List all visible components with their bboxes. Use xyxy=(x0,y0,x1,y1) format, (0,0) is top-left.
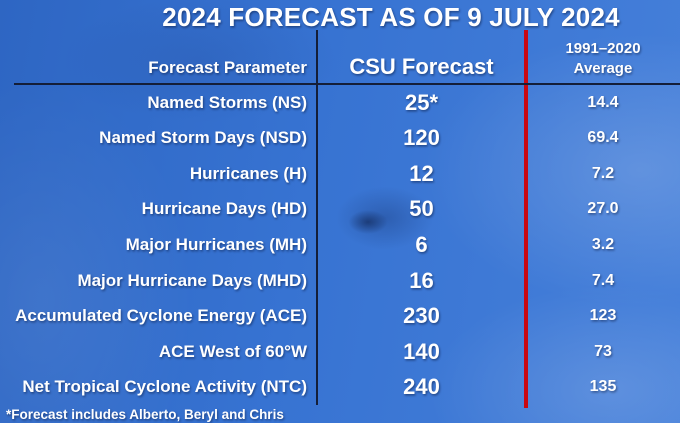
row-csu-forecast: 50 xyxy=(409,196,434,222)
row-average: 135 xyxy=(589,378,617,396)
row-parameter: Major Hurricanes (MH) xyxy=(125,235,307,255)
column-divider-red-line xyxy=(524,30,528,408)
row-average: 27.0 xyxy=(587,200,619,218)
footnote: *Forecast includes Alberto, Beryl and Ch… xyxy=(6,407,284,422)
table-row: Major Hurricanes (MH) 6 3.2 xyxy=(0,227,680,263)
table-row: Major Hurricane Days (MHD) 16 7.4 xyxy=(0,263,680,299)
header-average: 1991–2020 Average xyxy=(526,39,680,84)
table-row: Accumulated Cyclone Energy (ACE) 230 123 xyxy=(0,298,680,334)
row-csu-forecast: 16 xyxy=(409,267,434,293)
header-average-line2: Average xyxy=(573,59,633,77)
row-average: 123 xyxy=(589,307,617,325)
row-parameter: Net Tropical Cyclone Activity (NTC) xyxy=(22,377,307,397)
row-csu-forecast: 140 xyxy=(403,338,440,364)
row-parameter: Named Storm Days (NSD) xyxy=(99,128,307,148)
table-row: Named Storm Days (NSD) 120 69.4 xyxy=(0,121,680,157)
row-average: 73 xyxy=(594,342,612,360)
table-row: ACE West of 60°W 140 73 xyxy=(0,334,680,370)
row-csu-forecast: 12 xyxy=(409,160,434,186)
row-average: 7.2 xyxy=(591,164,615,182)
header-average-line1: 1991–2020 xyxy=(565,39,641,57)
header-csu-forecast: CSU Forecast xyxy=(349,54,494,79)
table-row: Named Storms (NS) 25* 14.4 xyxy=(0,85,680,121)
table-body: Named Storms (NS) 25* 14.4 Named Storm D… xyxy=(0,85,680,405)
page-title: 2024 FORECAST AS OF 9 JULY 2024 xyxy=(162,2,620,32)
table-row: Hurricanes (H) 12 7.2 xyxy=(0,156,680,192)
row-parameter: Hurricanes (H) xyxy=(189,163,307,183)
row-average: 7.4 xyxy=(591,271,615,289)
row-csu-forecast: 240 xyxy=(403,374,440,400)
row-parameter: Accumulated Cyclone Energy (ACE) xyxy=(15,306,307,326)
row-csu-forecast: 25* xyxy=(404,89,439,115)
row-average: 69.4 xyxy=(587,129,619,147)
table-header: Forecast Parameter CSU Forecast 1991–202… xyxy=(0,30,680,83)
row-parameter: Hurricane Days (HD) xyxy=(141,199,307,219)
table-row: Hurricane Days (HD) 50 27.0 xyxy=(0,192,680,228)
header-forecast-parameter: Forecast Parameter xyxy=(148,58,307,77)
row-average: 3.2 xyxy=(591,236,615,254)
row-parameter: ACE West of 60°W xyxy=(158,341,307,361)
table-row: Net Tropical Cyclone Activity (NTC) 240 … xyxy=(0,370,680,406)
row-csu-forecast: 6 xyxy=(415,232,428,258)
row-parameter: Named Storms (NS) xyxy=(147,92,307,112)
column-divider-dark-line xyxy=(316,30,318,405)
row-parameter: Major Hurricane Days (MHD) xyxy=(77,270,307,290)
row-csu-forecast: 120 xyxy=(403,125,440,151)
row-csu-forecast: 230 xyxy=(403,303,440,329)
row-average: 14.4 xyxy=(587,93,619,111)
header-underline xyxy=(14,83,680,85)
